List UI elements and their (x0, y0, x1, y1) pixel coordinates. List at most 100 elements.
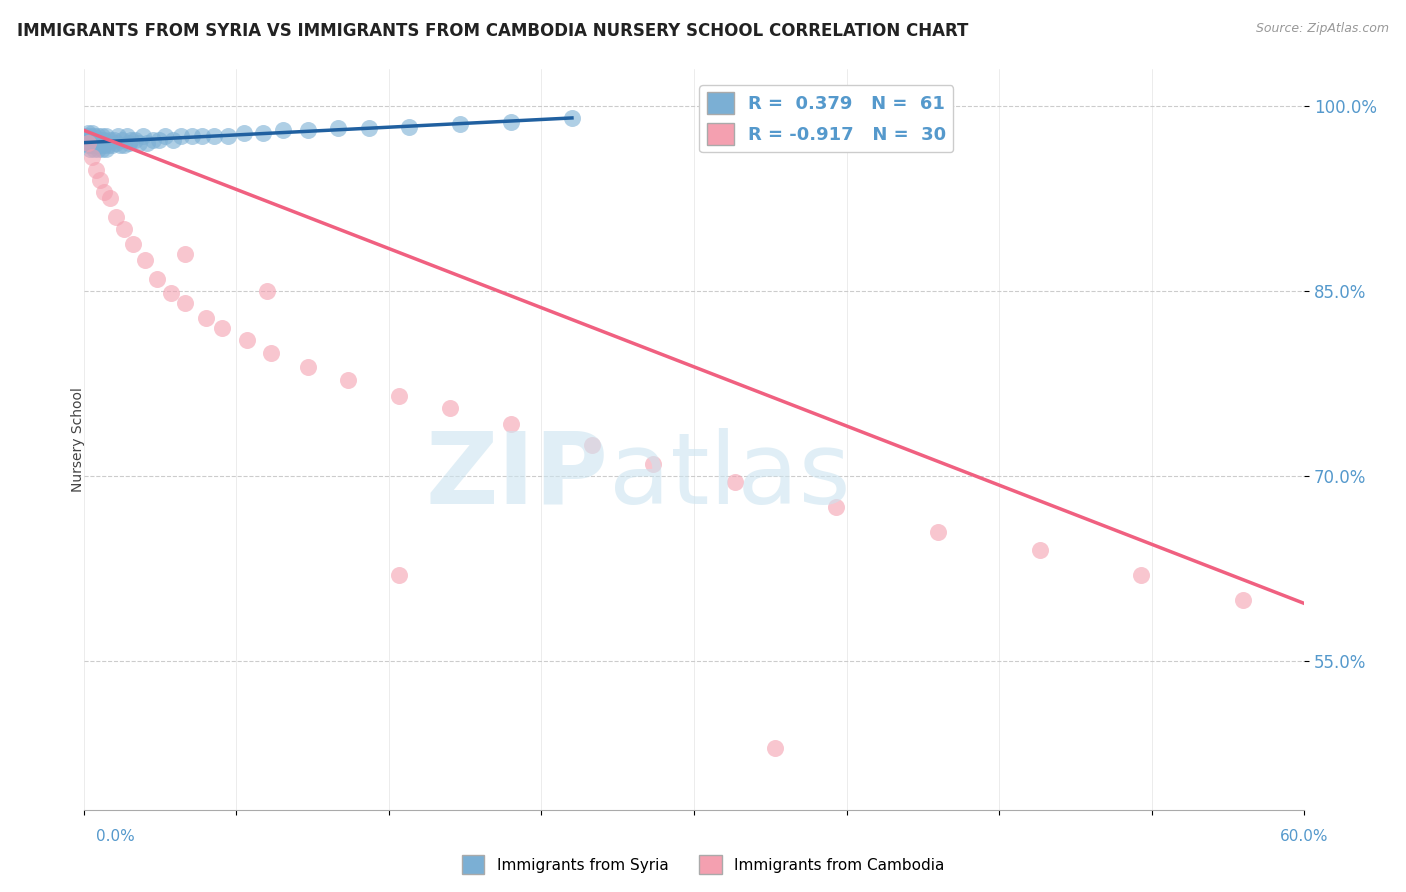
Point (93, 133, 115, 147)
Point (96, 129, 118, 144)
Point (1029, 543, 1052, 558)
Point (643, 457, 665, 471)
Point (76, 138, 98, 153)
Point (91, 142, 114, 156)
Point (83, 136, 105, 150)
Point (111, 133, 134, 147)
Point (142, 133, 165, 147)
Point (121, 236, 143, 251)
Point (217, 129, 239, 144)
Point (581, 438, 603, 452)
Point (84, 133, 107, 147)
Point (1130, 568, 1153, 582)
Point (76, 133, 98, 147)
Point (271, 123, 294, 137)
Point (252, 126, 274, 140)
Text: 0.0%: 0.0% (96, 830, 135, 844)
Point (84, 138, 107, 153)
Point (235, 333, 257, 347)
Point (124, 133, 146, 147)
Point (233, 126, 256, 140)
Point (83, 129, 105, 144)
Point (439, 401, 461, 416)
Point (148, 133, 170, 147)
Point (211, 321, 233, 335)
Point (80, 133, 103, 147)
Point (87, 129, 110, 144)
Point (115, 129, 138, 144)
Legend: R =  0.379   N =  61, R = -0.917   N =  30: R = 0.379 N = 61, R = -0.917 N = 30 (699, 85, 953, 153)
Point (101, 138, 124, 153)
Point (76, 136, 98, 150)
Point (256, 284, 278, 298)
Point (174, 296, 197, 310)
Point (114, 138, 136, 153)
Point (132, 129, 155, 144)
Point (76, 126, 98, 140)
Point (180, 129, 202, 144)
Point (297, 360, 319, 375)
Point (153, 129, 176, 144)
Point (120, 133, 142, 147)
Point (170, 129, 193, 144)
Point (825, 500, 848, 514)
Point (80, 151, 103, 165)
Point (114, 222, 136, 236)
Point (763, 740, 786, 755)
Point (128, 136, 150, 150)
Point (98, 191, 121, 205)
Point (499, 114, 522, 128)
Y-axis label: Nursery School: Nursery School (72, 386, 86, 491)
Point (398, 120, 420, 134)
Point (194, 311, 217, 326)
Point (134, 252, 156, 267)
Point (103, 133, 125, 147)
Point (83, 142, 105, 156)
Legend: Immigrants from Syria, Immigrants from Cambodia: Immigrants from Syria, Immigrants from C… (456, 849, 950, 880)
Point (105, 136, 128, 150)
Text: 60.0%: 60.0% (1281, 830, 1329, 844)
Point (79, 142, 101, 156)
Text: atlas: atlas (609, 427, 851, 524)
Text: ZIP: ZIP (426, 427, 609, 524)
Point (561, 111, 583, 125)
Point (89, 133, 111, 147)
Point (75, 129, 97, 144)
Point (93, 185, 115, 199)
Point (191, 129, 214, 144)
Point (162, 133, 184, 147)
Point (160, 286, 183, 301)
Point (135, 136, 157, 150)
Point (107, 129, 129, 144)
Point (337, 373, 360, 387)
Point (98, 133, 121, 147)
Point (75, 136, 97, 150)
Point (357, 120, 380, 135)
Point (297, 123, 319, 137)
Point (80, 138, 103, 153)
Point (93, 138, 115, 153)
Point (110, 138, 132, 153)
Point (105, 210, 128, 224)
Point (449, 117, 471, 131)
Point (388, 389, 411, 403)
Point (927, 524, 949, 539)
Point (724, 475, 747, 490)
Point (89, 138, 111, 153)
Point (202, 129, 225, 144)
Point (84, 162, 107, 177)
Point (87, 142, 110, 156)
Point (80, 126, 103, 140)
Point (260, 345, 283, 359)
Point (1232, 592, 1254, 607)
Point (91, 129, 114, 144)
Point (499, 417, 522, 432)
Text: IMMIGRANTS FROM SYRIA VS IMMIGRANTS FROM CAMBODIA NURSERY SCHOOL CORRELATION CHA: IMMIGRANTS FROM SYRIA VS IMMIGRANTS FROM… (17, 22, 969, 40)
Point (326, 120, 349, 135)
Point (117, 136, 139, 150)
Point (79, 129, 101, 144)
Point (388, 568, 411, 582)
Text: Source: ZipAtlas.com: Source: ZipAtlas.com (1256, 22, 1389, 36)
Point (174, 247, 197, 261)
Point (97, 138, 120, 153)
